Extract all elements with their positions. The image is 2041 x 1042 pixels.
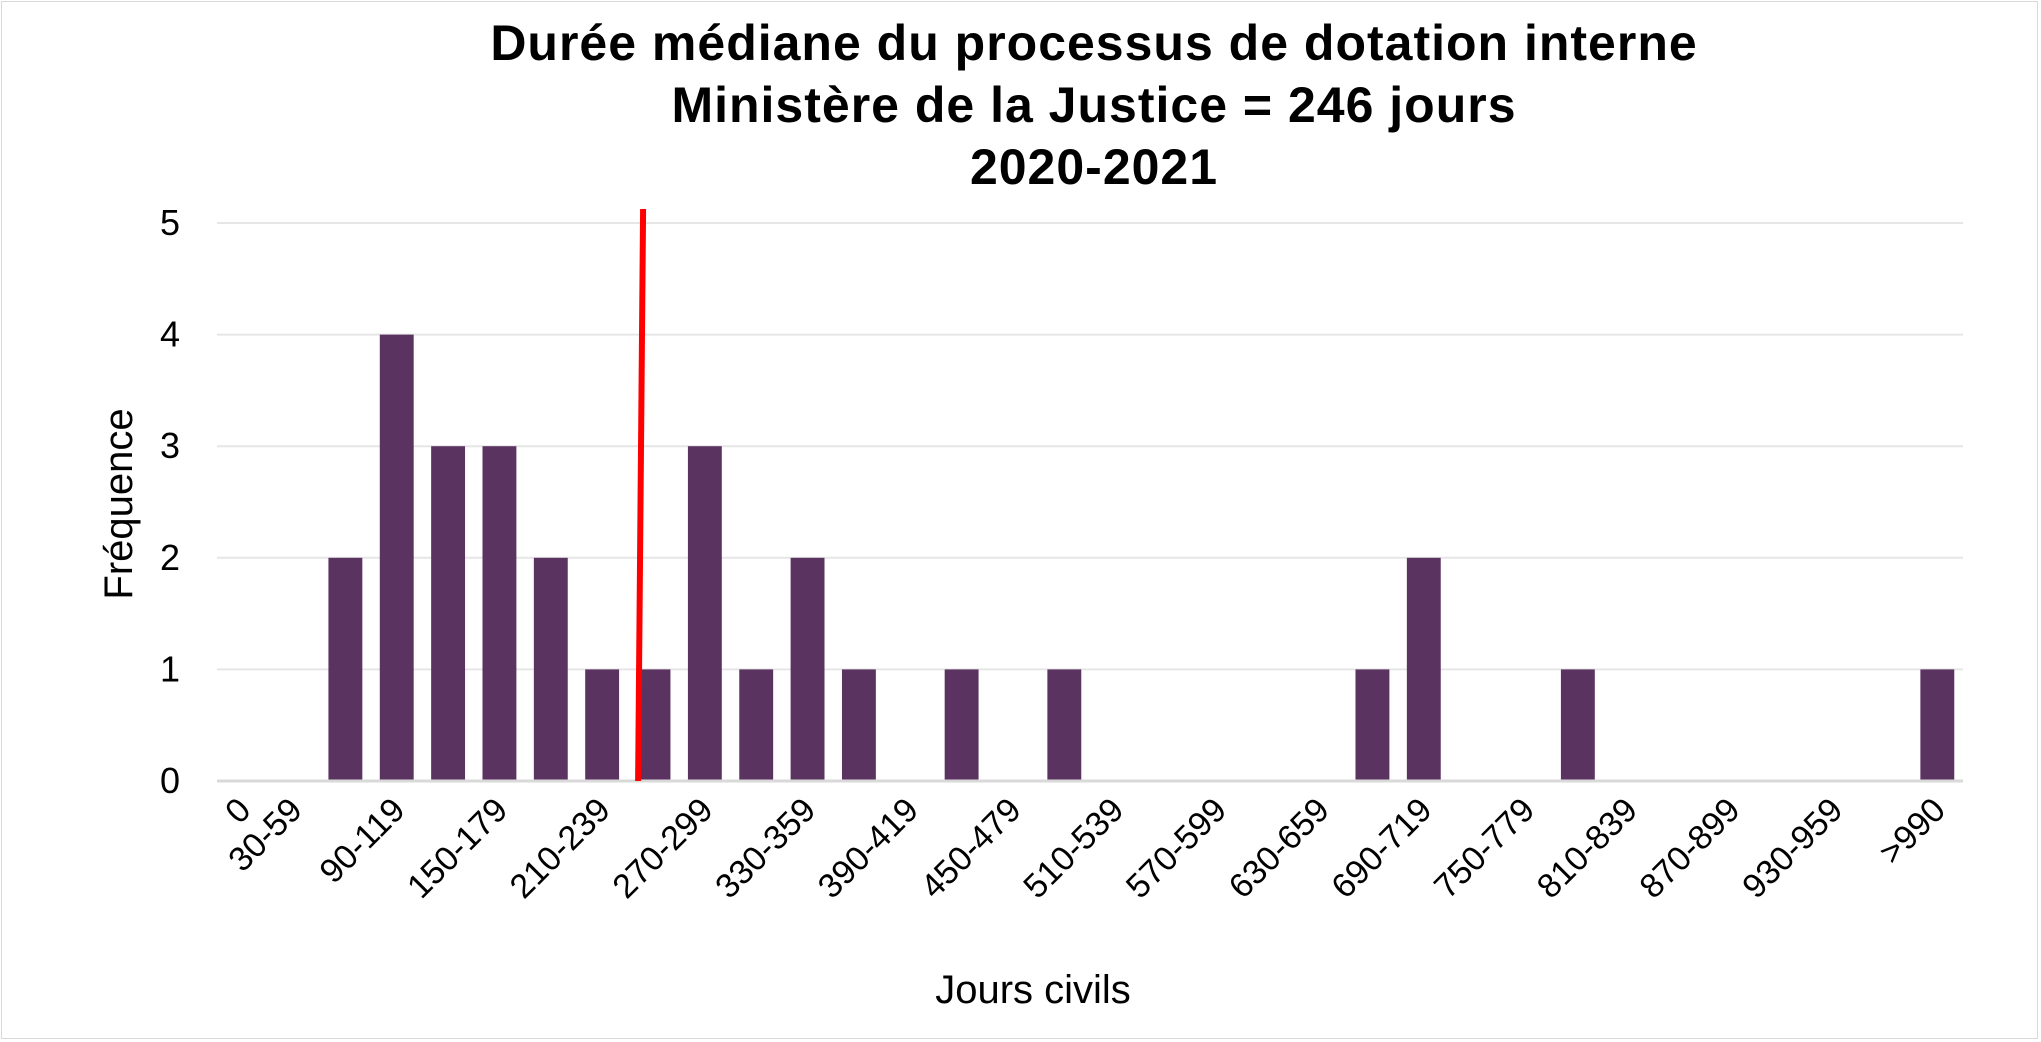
x-tick-label: 810-839 (1530, 791, 1645, 906)
y-tick-label: 2 (160, 537, 180, 578)
x-tick-label: 210-239 (503, 791, 618, 906)
bars (328, 334, 1955, 781)
x-tick-label: 450-479 (914, 791, 1029, 906)
x-tick-label: 750-779 (1427, 791, 1542, 906)
chart-title: Durée médiane du processus de dotation i… (490, 15, 1697, 195)
x-tick-label: >990 (1872, 791, 1953, 872)
y-tick-label: 4 (160, 314, 180, 355)
bar (328, 557, 363, 781)
title-line-3: 2020-2021 (970, 139, 1218, 195)
bar (1355, 669, 1390, 781)
x-axis-title: Jours civils (935, 968, 1131, 1012)
x-tick-label: 930-959 (1735, 791, 1850, 906)
x-tick-label: 630-659 (1222, 791, 1337, 906)
bar (482, 446, 517, 781)
bar (1406, 557, 1441, 781)
y-tick-label: 3 (160, 425, 180, 466)
y-axis-title: Fréquence (97, 408, 141, 599)
x-tick-label: 690-719 (1324, 791, 1439, 906)
x-tick-label: 510-539 (1016, 791, 1131, 906)
y-axis-ticks: 0 1 2 3 4 5 (160, 202, 180, 801)
gridlines (217, 222, 1963, 671)
bar (585, 669, 620, 781)
median-line (635, 208, 647, 782)
x-tick-label: 390-419 (811, 791, 926, 906)
x-tick-label: 270-299 (605, 791, 720, 906)
bar (533, 557, 568, 781)
bar (739, 669, 774, 781)
x-tick-label: 330-359 (708, 791, 823, 906)
bar (379, 334, 414, 781)
bar (944, 669, 979, 781)
y-tick-label: 5 (160, 202, 180, 243)
x-axis-ticks: 030-59 90-119150-179210-239270-299330-359… (218, 791, 1953, 906)
bar (790, 557, 825, 781)
x-tick-label: 870-899 (1632, 791, 1747, 906)
bar (1047, 669, 1082, 781)
bar (1560, 669, 1595, 781)
title-line-2: Ministère de la Justice = 246 jours (671, 77, 1516, 133)
x-tick-label: 150-179 (400, 791, 515, 906)
y-tick-label: 0 (160, 760, 180, 801)
bar (431, 446, 466, 781)
bar (636, 669, 671, 781)
bar (841, 669, 876, 781)
bar (687, 446, 722, 781)
title-line-1: Durée médiane du processus de dotation i… (490, 15, 1697, 71)
x-tick-label: 90-119 (312, 791, 412, 891)
bar (1920, 669, 1955, 781)
y-tick-label: 1 (160, 648, 180, 689)
x-tick-label: 570-599 (1119, 791, 1234, 906)
